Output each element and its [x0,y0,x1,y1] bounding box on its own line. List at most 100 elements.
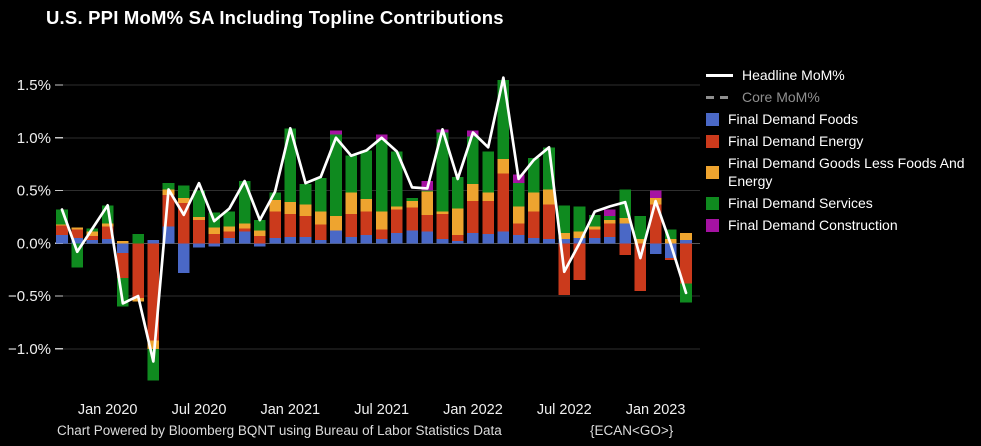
bar-segment-energy[interactable] [391,209,403,233]
bar-segment-goods[interactable] [345,192,357,214]
bar-segment-services[interactable] [436,132,449,212]
bar-segment-services[interactable] [345,155,357,193]
bar-segment-energy[interactable] [345,213,357,237]
bar-segment-goods[interactable] [497,158,510,174]
bar-segment-services[interactable] [299,184,312,205]
bar-segment-services[interactable] [56,209,68,225]
bar-segment-goods[interactable] [604,220,616,224]
bar-segment-foods[interactable] [619,223,631,244]
bar-segment-goods[interactable] [314,211,327,225]
bar-segment-foods[interactable] [497,231,510,244]
bar-segment-energy[interactable] [314,224,327,241]
bar-segment-foods[interactable] [254,243,266,247]
legend-item-final-demand-construction[interactable]: Final Demand Construction [706,216,978,234]
bar-segment-services[interactable] [177,185,190,198]
bar-segment-foods[interactable] [436,239,449,244]
bar-segment-services[interactable] [528,157,540,193]
bar-segment-services[interactable] [497,79,510,159]
bar-segment-goods[interactable] [147,340,160,349]
bar-segment-energy[interactable] [223,231,236,239]
bar-segment-foods[interactable] [665,243,677,259]
bar-segment-energy[interactable] [451,234,464,242]
bar-segment-foods[interactable] [223,238,236,244]
legend-item-final-demand-foods[interactable]: Final Demand Foods [706,110,978,128]
bar-segment-goods[interactable] [558,232,571,240]
bar-segment-energy[interactable] [528,211,540,239]
bar-segment-goods[interactable] [101,223,114,227]
bar-segment-energy[interactable] [254,235,266,244]
bar-segment-goods[interactable] [299,204,312,216]
bar-segment-foods[interactable] [558,239,571,244]
legend-item-final-demand-energy[interactable]: Final Demand Energy [706,132,978,150]
bar-segment-energy[interactable] [588,229,601,239]
bar-segment-goods[interactable] [451,208,464,235]
bar-segment-goods[interactable] [588,226,601,230]
bar-segment-services[interactable] [314,177,327,212]
bar-segment-foods[interactable] [162,226,175,244]
bar-segment-energy[interactable] [619,243,631,255]
bar-segment-goods[interactable] [634,239,647,244]
bar-segment-foods[interactable] [375,239,388,244]
bar-segment-goods[interactable] [436,211,449,214]
bar-segment-services[interactable] [193,190,205,217]
bar-segment-energy[interactable] [284,213,297,237]
bar-segment-services[interactable] [269,192,281,201]
bar-segment-goods[interactable] [421,191,434,215]
legend-item-final-demand-goods-less-foods-and-energy[interactable]: Final Demand Goods Less Foods And Energy [706,154,978,190]
bar-segment-energy[interactable] [406,207,418,231]
bar-segment-services[interactable] [330,134,342,216]
bar-segment-energy[interactable] [56,225,68,235]
bar-segment-goods[interactable] [71,227,84,230]
legend-item-final-demand-services[interactable]: Final Demand Services [706,194,978,212]
bar-segment-energy[interactable] [101,226,114,240]
bar-segment-goods[interactable] [223,226,236,232]
bar-segment-goods[interactable] [193,216,205,221]
bar-segment-foods[interactable] [269,238,281,244]
bar-segment-services[interactable] [238,181,251,224]
bar-segment-goods[interactable] [619,217,631,224]
bar-segment-energy[interactable] [634,243,647,291]
bar-segment-goods[interactable] [528,192,540,212]
headline-line[interactable] [60,76,688,363]
bar-segment-goods[interactable] [208,227,220,234]
bar-segment-energy[interactable] [299,215,312,237]
bar-segment-foods[interactable] [56,234,68,244]
bar-segment-goods[interactable] [86,231,99,236]
bar-segment-goods[interactable] [467,184,479,202]
bar-segment-foods[interactable] [330,230,342,244]
bar-segment-energy[interactable] [665,258,677,261]
bar-segment-energy[interactable] [86,235,99,241]
bar-segment-services[interactable] [512,183,525,207]
bar-segment-services[interactable] [71,243,84,268]
bar-segment-goods[interactable] [543,189,555,205]
bar-segment-services[interactable] [223,211,236,227]
bar-segment-services[interactable] [360,150,373,199]
bar-segment-foods[interactable] [86,240,99,244]
bar-segment-foods[interactable] [482,233,494,244]
bar-segment-services[interactable] [254,220,266,231]
legend-item-headline-mom[interactable]: Headline MoM% [706,66,978,84]
bar-segment-foods[interactable] [406,230,418,244]
bar-segment-energy[interactable] [238,228,251,232]
bar-segment-goods[interactable] [375,211,388,230]
bar-segment-services[interactable] [634,215,647,240]
bar-segment-goods[interactable] [254,230,266,236]
bar-segment-energy[interactable] [193,220,205,244]
bar-segment-services[interactable] [117,278,129,307]
bar-segment-services[interactable] [588,214,601,227]
bar-segment-foods[interactable] [284,236,297,244]
bar-segment-foods[interactable] [588,238,601,244]
bar-segment-foods[interactable] [467,232,479,244]
bar-segment-foods[interactable] [345,236,357,244]
bar-segment-goods[interactable] [482,192,494,202]
bar-segment-foods[interactable] [680,240,692,244]
bar-segment-goods[interactable] [512,206,525,224]
bar-segment-services[interactable] [132,233,144,244]
bar-segment-energy[interactable] [467,201,479,233]
bar-segment-energy[interactable] [649,204,662,244]
bar-segment-foods[interactable] [101,239,114,244]
bar-segment-foods[interactable] [391,232,403,244]
bar-segment-energy[interactable] [71,229,84,239]
bar-segment-services[interactable] [558,205,571,233]
